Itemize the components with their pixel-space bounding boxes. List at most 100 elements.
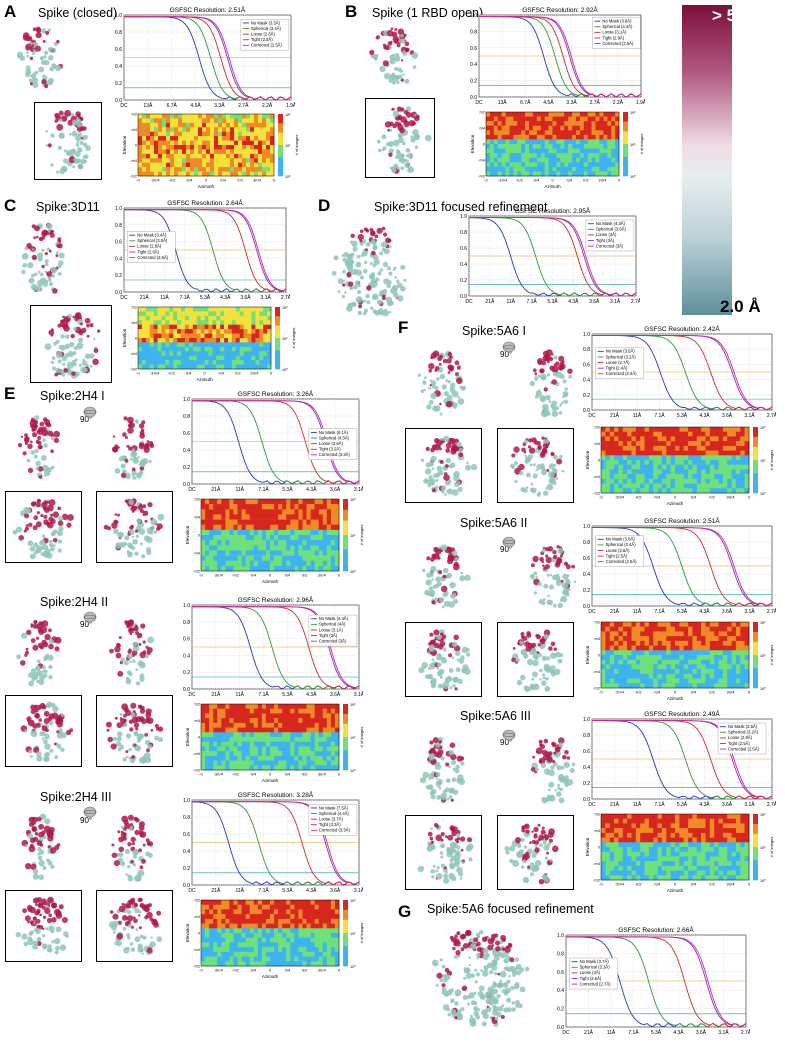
map-blob <box>130 942 134 946</box>
heat-cell <box>202 163 206 168</box>
fsc-ytick: 0.2 <box>115 273 122 279</box>
map-blob <box>506 946 509 949</box>
heat-cell <box>194 127 198 132</box>
map-blob <box>435 597 438 600</box>
heat-cell <box>154 338 158 343</box>
heat-cell <box>213 550 217 555</box>
heat-cell <box>185 334 189 339</box>
fsc-ytick: 0.8 <box>183 414 190 420</box>
heat-cell <box>150 149 154 154</box>
map-blob <box>106 722 112 728</box>
heat-cell <box>150 145 154 150</box>
map-blob <box>442 634 447 639</box>
heat-colorbar-segment <box>278 142 283 145</box>
heat-cell <box>327 530 331 535</box>
map-blob <box>537 445 541 449</box>
map-blob <box>28 720 35 727</box>
map-blob <box>42 230 48 236</box>
map-blob <box>338 278 344 284</box>
heat-cell <box>553 139 557 144</box>
heat-cell <box>234 158 238 163</box>
map-blob <box>430 448 435 453</box>
heat-cell <box>248 307 252 312</box>
fsc-legend-entry: No Mask (3.5Å) <box>251 20 281 25</box>
heat-cell <box>270 525 274 530</box>
heat-cell <box>230 154 234 159</box>
heat-cell <box>220 351 224 356</box>
heat-cell <box>323 545 327 550</box>
heat-cell <box>202 136 206 141</box>
heat-cell <box>158 325 162 330</box>
heat-cell <box>533 139 537 144</box>
map-blob <box>346 272 351 277</box>
heat-cell <box>498 149 502 154</box>
map-blob <box>49 749 53 753</box>
heat-cbtick: 10⁰ <box>285 175 291 179</box>
heat-cell <box>258 172 262 177</box>
heat-cell <box>533 112 537 117</box>
map-blob <box>138 661 144 667</box>
heat-cell <box>185 338 189 343</box>
heat-cell <box>255 342 259 347</box>
heat-cell <box>588 139 592 144</box>
map-blob <box>358 304 362 308</box>
heat-cell <box>174 158 178 163</box>
heat-cell <box>510 139 514 144</box>
heat-cell <box>150 329 154 334</box>
map-blob <box>454 934 458 938</box>
map-blob <box>492 1005 496 1009</box>
heat-cell <box>307 535 311 540</box>
heat-cell <box>154 127 158 132</box>
fsc-xtick: DC <box>475 100 483 106</box>
heat-cell <box>229 545 233 550</box>
heat-cell <box>584 130 588 135</box>
heat-cell <box>572 126 576 131</box>
heat-cell <box>197 316 201 321</box>
heat-cell <box>142 316 146 321</box>
map-blob <box>383 278 389 284</box>
heat-cell <box>197 329 201 334</box>
map-blob <box>37 937 41 941</box>
heat-cell <box>506 144 510 149</box>
heat-cell <box>234 514 238 519</box>
heat-cell <box>218 167 222 172</box>
map-blob <box>359 239 362 242</box>
heat-ytick: -π/2 <box>130 368 137 372</box>
heat-cell <box>146 154 150 159</box>
fsc-xtick: 4.5Å <box>190 102 201 109</box>
heat-cell <box>270 149 274 154</box>
heat-cell <box>185 325 189 330</box>
map-blob <box>486 993 491 998</box>
heat-cell <box>205 356 209 361</box>
map-blob <box>393 164 398 169</box>
fsc-ytick: 0.8 <box>183 815 190 821</box>
map-blob <box>29 36 32 39</box>
map-blob <box>542 564 545 567</box>
heat-cell <box>222 172 226 177</box>
heat-cell <box>181 334 185 339</box>
heat-colorbar-segment <box>278 154 283 157</box>
heat-cell <box>198 163 202 168</box>
heat-cell <box>181 342 185 347</box>
heat-cell <box>229 520 233 525</box>
heat-cell <box>185 360 189 365</box>
map-blob <box>338 290 341 293</box>
map-blob <box>379 252 383 256</box>
heat-cell <box>185 320 189 325</box>
map-blob <box>125 750 128 753</box>
heat-cell <box>580 135 584 140</box>
fsc-xtick: 7.1Å <box>258 887 269 894</box>
heat-cell <box>553 117 557 122</box>
map-blob <box>124 823 130 829</box>
heat-cell <box>154 136 158 141</box>
heat-cell <box>556 144 560 149</box>
heat-cell <box>529 130 533 135</box>
heat-cell <box>169 334 173 339</box>
heat-cell <box>294 530 298 535</box>
map-blob <box>51 703 56 708</box>
map-blob <box>402 74 404 76</box>
map-blob <box>544 664 550 670</box>
heat-cell <box>611 162 615 167</box>
heat-cell <box>202 118 206 123</box>
